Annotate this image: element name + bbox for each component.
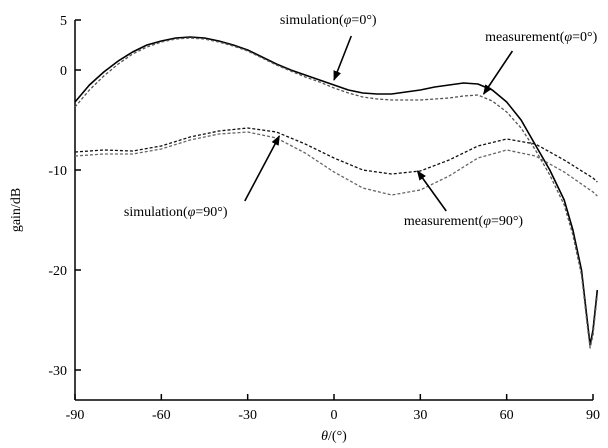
annotation-prefix: simulation( xyxy=(124,205,188,220)
series-line-1 xyxy=(74,36,599,346)
series-line-2 xyxy=(74,37,598,349)
x-axis-label: θ/(°) xyxy=(321,429,347,444)
x-tick-label: 90 xyxy=(586,408,600,423)
annotation-label-sim0: simulation(φ=0°) xyxy=(280,13,377,28)
annotations: simulation(φ=0°)measurement(φ=0°)simulat… xyxy=(124,13,598,229)
annotation-label-sim90: simulation(φ=90°) xyxy=(124,205,228,220)
series-line-4 xyxy=(74,131,598,197)
annotation-symbol: φ xyxy=(564,30,572,45)
x-tick-label: 0 xyxy=(331,408,338,423)
y-tick-label: -20 xyxy=(48,264,67,279)
x-tick-label: -30 xyxy=(238,408,257,423)
annotation-prefix: simulation( xyxy=(280,13,344,28)
x-tick-label: 30 xyxy=(413,408,427,423)
y-tick-label: 0 xyxy=(60,64,67,79)
annotation-symbol: φ xyxy=(188,205,196,220)
annotation-label-meas0: measurement(φ=0°) xyxy=(485,30,598,45)
annotation-arrow-sim0 xyxy=(333,35,353,81)
y-tick-label: 5 xyxy=(60,14,67,29)
axes: -90 -60 -30 0 30 60 90 5 0 -10 -20 -30 xyxy=(48,14,600,423)
annotation-arrow-sim90 xyxy=(244,135,281,202)
annotation-label-meas90: measurement(φ=90°) xyxy=(404,214,524,229)
series-line-3 xyxy=(74,127,598,183)
annotation-prefix: measurement( xyxy=(485,30,565,45)
y-axis-label: gain/dB xyxy=(9,188,24,232)
x-tick-label: 60 xyxy=(500,408,514,423)
series-layer xyxy=(74,36,599,349)
x-tick-label: -90 xyxy=(66,408,85,423)
annotation-prefix: measurement( xyxy=(404,214,484,229)
annotation-suffix: =90°) xyxy=(491,214,523,229)
annotation-symbol: φ xyxy=(483,214,491,229)
annotation-suffix: =0°) xyxy=(351,13,376,28)
x-tick-label: -60 xyxy=(152,408,171,423)
y-tick-label: -30 xyxy=(48,364,67,379)
annotation-suffix: =0°) xyxy=(572,30,597,45)
annotation-arrow-meas90 xyxy=(416,170,447,212)
x-axis-symbol: θ xyxy=(321,429,328,444)
y-tick-label: -10 xyxy=(48,164,67,179)
annotation-suffix: =90°) xyxy=(195,205,227,220)
annotation-symbol: φ xyxy=(344,13,352,28)
x-axis-unit: /(°) xyxy=(328,429,347,444)
annotation-arrow-meas0 xyxy=(482,50,514,95)
